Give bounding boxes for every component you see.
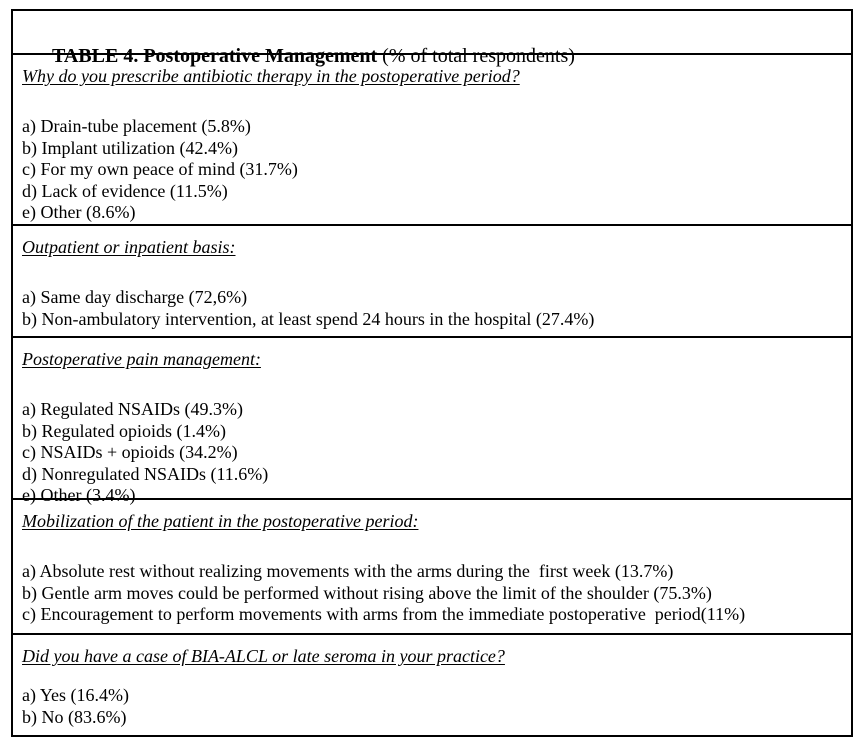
section-mobilization: Mobilization of the patient in the posto…	[13, 500, 851, 635]
blank-line	[22, 371, 843, 399]
section-heading: Did you have a case of BIA-ALCL or late …	[22, 646, 505, 666]
section-heading: Why do you prescribe antibiotic therapy …	[22, 66, 520, 86]
option-line: a) Absolute rest without realizing movem…	[22, 561, 674, 581]
section-antibiotic-therapy: Why do you prescribe antibiotic therapy …	[13, 55, 851, 226]
option-line: b) Non-ambulatory intervention, at least…	[22, 308, 595, 329]
option-line: b) Gentle arm moves could be performed w…	[22, 582, 712, 603]
table-title: TABLE 4. Postoperative Management	[52, 45, 378, 67]
section-bia-alcl: Did you have a case of BIA-ALCL or late …	[13, 635, 851, 735]
option-line: e) Other (3.4%)	[22, 485, 136, 505]
option-line: c) NSAIDs + opioids (34.2%)	[22, 442, 238, 462]
table-postoperative-management: TABLE 4. Postoperative Management (% of …	[11, 9, 853, 737]
option-line: c) For my own peace of mind (31.7%)	[22, 159, 298, 179]
blank-line	[22, 88, 843, 116]
table-title-suffix: (% of total respondents)	[377, 45, 575, 67]
option-line: d) Lack of evidence (11.5%)	[22, 180, 228, 201]
option-line: a) Yes (16.4%)	[22, 685, 129, 705]
option-line: c) Encouragement to perform movements wi…	[22, 604, 746, 624]
option-line: b) Implant utilization (42.4%)	[22, 137, 238, 158]
blank-line	[22, 533, 843, 561]
section-heading: Mobilization of the patient in the posto…	[22, 511, 419, 531]
section-heading: Outpatient or inpatient basis:	[22, 237, 236, 257]
option-line: b) Regulated opioids (1.4%)	[22, 420, 226, 441]
section-pain-management: Postoperative pain management: a) Regula…	[13, 338, 851, 505]
option-line: a) Regulated NSAIDs (49.3%)	[22, 399, 243, 419]
option-line: e) Other (8.6%)	[22, 202, 136, 222]
blank-line	[22, 668, 843, 685]
blank-line	[22, 259, 843, 287]
option-line: a) Same day discharge (72,6%)	[22, 287, 248, 307]
section-outpatient-inpatient: Outpatient or inpatient basis: a) Same d…	[13, 226, 851, 338]
table-title-row: TABLE 4. Postoperative Management (% of …	[13, 11, 851, 67]
option-line: b) No (83.6%)	[22, 706, 127, 727]
option-line: a) Drain-tube placement (5.8%)	[22, 116, 251, 136]
option-line: d) Nonregulated NSAIDs (11.6%)	[22, 463, 269, 484]
section-heading: Postoperative pain management:	[22, 349, 261, 369]
